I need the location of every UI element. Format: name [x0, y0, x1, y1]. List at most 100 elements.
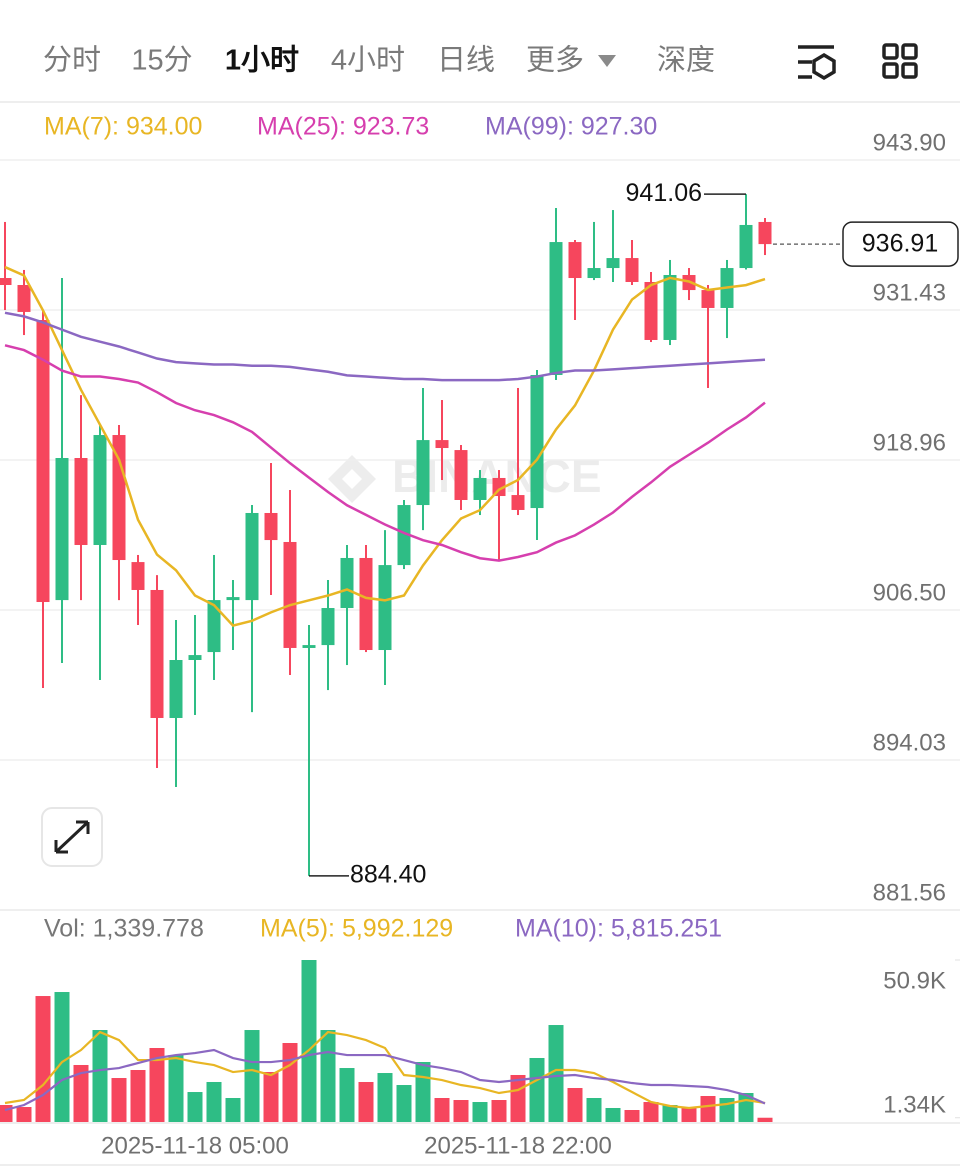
volume-bar [643, 1102, 659, 1122]
tab[interactable]: 15分 [131, 45, 192, 77]
ma-line [4, 311, 766, 382]
volume-bar [719, 1098, 735, 1122]
volume-bar [73, 1064, 89, 1122]
volume-bar [415, 1062, 431, 1122]
candle-body [169, 660, 183, 718]
candle-body [55, 458, 69, 601]
tab[interactable]: 更多 [526, 44, 584, 77]
volume-bar [282, 1043, 298, 1122]
tab[interactable]: 日线 [437, 44, 495, 77]
volume-bar [35, 996, 51, 1122]
volume-bar [358, 1081, 374, 1122]
volume-bar [472, 1102, 488, 1122]
volume-bar [92, 1030, 108, 1122]
volume-bar [567, 1088, 583, 1122]
volume-bar [320, 1030, 336, 1122]
settings-icon[interactable] [798, 45, 836, 81]
chart: 943.90 931.43 918.96 906.50 894.03 881.56 MA(7… [0, 113, 960, 1159]
volume-tick-label: 50.9K [883, 967, 946, 994]
candle-body [188, 655, 202, 660]
volume-bar [301, 960, 317, 1122]
tab[interactable]: 深度 [657, 44, 715, 77]
candle-body [378, 565, 392, 651]
legend-entry: MA(99): 927.30 [485, 113, 657, 141]
candle-body [416, 440, 430, 506]
volume-bar [529, 1057, 545, 1122]
candle-body [530, 374, 544, 509]
candle-body [36, 320, 50, 603]
candle-body [245, 512, 259, 601]
volume-ma-line [4, 1030, 766, 1110]
volume-bar [168, 1055, 184, 1122]
candle-body [587, 268, 601, 279]
volume-bar [339, 1068, 355, 1122]
volume-bar [244, 1030, 260, 1122]
volume-bar [605, 1107, 621, 1122]
x-tick-label: 2025-11-18 22:00 [424, 1132, 612, 1159]
candle-body [150, 589, 164, 718]
volume-legend: MA(10): 5,815.251 [515, 915, 722, 943]
y-tick-label: 943.90 [873, 129, 946, 156]
candle-body [511, 495, 525, 510]
candle-body [663, 275, 677, 340]
volume-bar [757, 1117, 773, 1122]
y-tick-label: 931.43 [873, 279, 946, 306]
candle-body [359, 557, 373, 651]
candle-body [264, 512, 278, 541]
volume-bar [624, 1110, 640, 1122]
candle-body [568, 242, 582, 279]
volume-bar [396, 1085, 412, 1122]
volume-bar [700, 1095, 716, 1122]
ma-line [4, 265, 766, 627]
last-price-box [842, 221, 959, 267]
volume-bar [662, 1105, 678, 1122]
volume-bar [206, 1081, 222, 1122]
candle-body [625, 258, 639, 282]
volume-bar [111, 1078, 127, 1122]
volume-bar [681, 1107, 697, 1122]
legend-entry: MA(7): 934.00 [44, 113, 202, 141]
candle-body [226, 597, 240, 601]
layout-icon[interactable] [882, 43, 918, 79]
tab-bar: 分时 15分 1小时 4小时 日线 更多 深度 [43, 43, 918, 81]
volume-legend: Vol: 1,339.778 [44, 915, 204, 943]
y-tick-label: 881.56 [873, 879, 946, 906]
high-marker-label: 941.06 [626, 179, 702, 207]
volume-bar [377, 1073, 393, 1122]
candle-body [454, 450, 468, 500]
expand-button[interactable] [41, 807, 103, 867]
tab[interactable]: 1小时 [225, 44, 299, 77]
candle-body [340, 557, 354, 609]
candle-body [473, 477, 487, 500]
tab[interactable]: 4小时 [331, 44, 405, 77]
candle-body [93, 435, 107, 545]
candle-body [131, 562, 145, 590]
volume-bar [586, 1098, 602, 1122]
candle-body [758, 221, 772, 245]
legend-entry: MA(25): 923.73 [257, 113, 429, 141]
candle-body [321, 608, 335, 646]
volume-bar [149, 1048, 165, 1122]
volume-bar [434, 1098, 450, 1122]
volume-legend: MA(5): 5,992.129 [260, 915, 453, 943]
last-price-label: 936.91 [862, 230, 938, 258]
candle-body [0, 278, 12, 285]
volume-bar [130, 1069, 146, 1122]
candle-body [397, 505, 411, 566]
candle-body [283, 541, 297, 648]
candle-body [701, 290, 715, 308]
volume-bar [225, 1098, 241, 1122]
low-marker-label: 884.40 [350, 860, 426, 888]
candle-body [739, 224, 753, 269]
dropdown-arrow[interactable] [598, 55, 616, 67]
candle-body [435, 440, 449, 449]
volume-bar [187, 1092, 203, 1122]
volume-bar [16, 1107, 32, 1122]
candle-body [207, 600, 221, 653]
candle-body [74, 458, 88, 545]
tab[interactable]: 分时 [43, 44, 101, 77]
candle-body [549, 242, 563, 375]
y-tick-label: 894.03 [873, 729, 946, 756]
